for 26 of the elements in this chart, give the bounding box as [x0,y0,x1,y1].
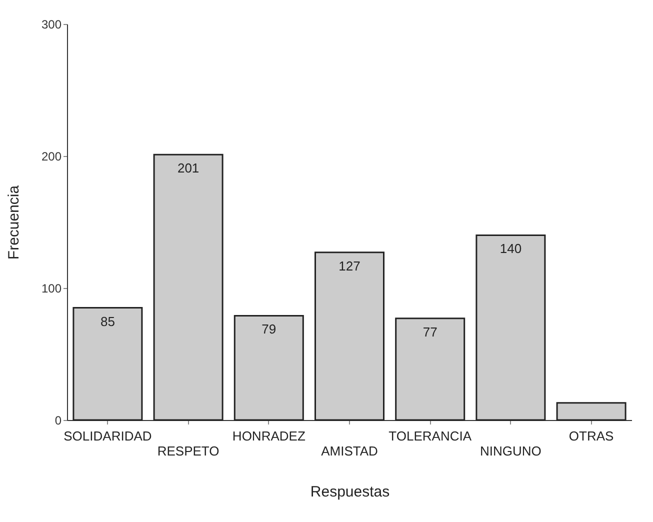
x-tick-label: TOLERANCIA [388,428,472,444]
data-label: 77 [422,324,438,340]
bar [72,307,143,421]
data-label: 127 [338,258,360,274]
bar [395,318,466,421]
x-tick-label: SOLIDARIDAD [64,428,152,444]
y-axis-title: Frecuencia [5,184,22,260]
x-tick-label: RESPETO [157,444,220,458]
x-tick-label: OTRAS [568,428,614,444]
x-tick-label: AMISTAD [321,444,378,458]
data-label: 85 [100,314,115,329]
bar [234,314,304,421]
bar [153,154,224,421]
y-tick-label: 100 [41,282,62,296]
x-axis-title: Respuestas [310,484,390,500]
y-tick-label: 200 [41,150,62,164]
y-tick-label: 0 [54,414,62,428]
x-tick-label: NINGUNO [480,444,542,458]
bar [314,252,385,421]
data-label: 201 [177,160,200,176]
x-tick-label: HONRADEZ [232,428,306,444]
bar [476,234,546,421]
data-label: 79 [262,322,276,337]
data-label: 140 [500,241,522,256]
y-tick-label: 300 [41,18,62,32]
bar [556,402,626,421]
